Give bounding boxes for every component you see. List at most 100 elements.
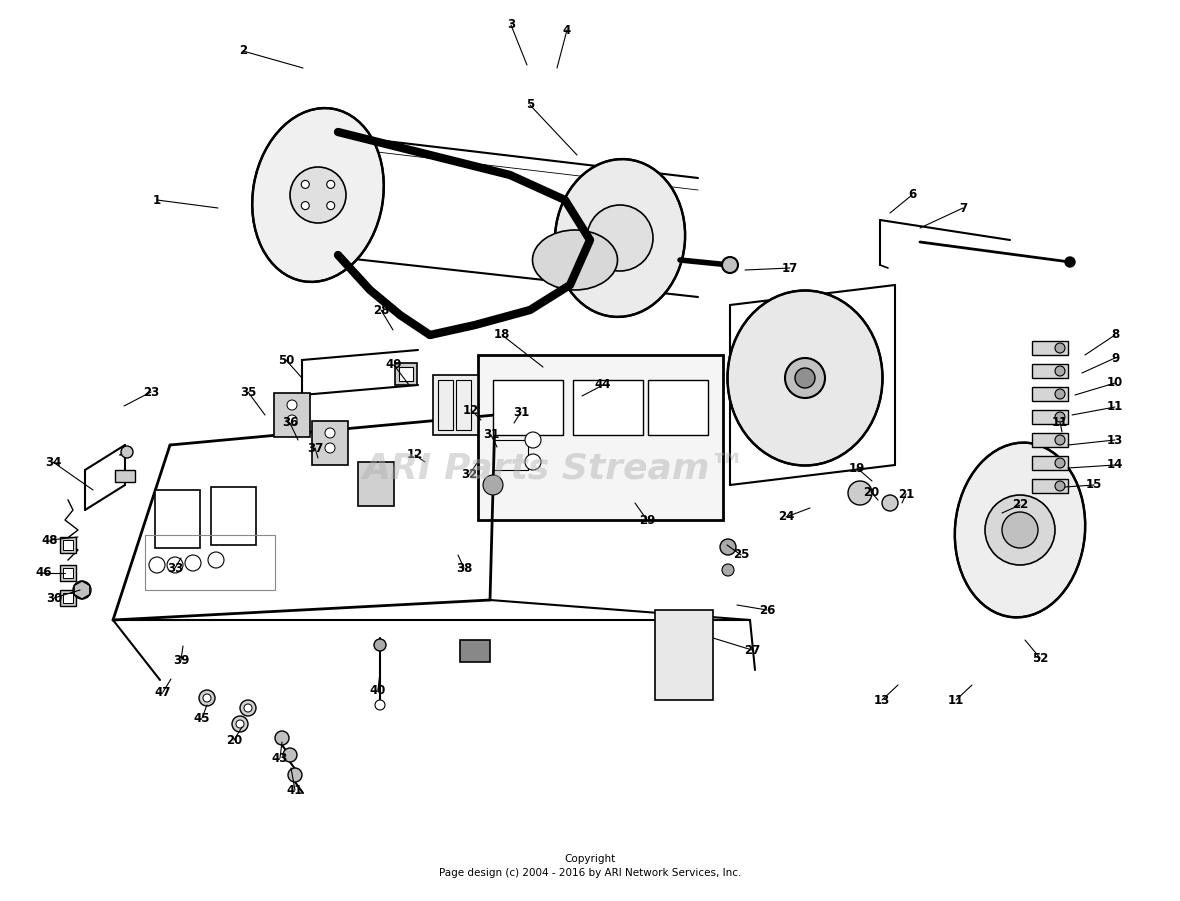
Circle shape (1055, 481, 1066, 491)
Text: 10: 10 (1107, 377, 1123, 389)
Circle shape (483, 475, 503, 495)
Text: 34: 34 (45, 456, 61, 469)
Text: 9: 9 (1110, 351, 1119, 365)
Ellipse shape (955, 442, 1086, 617)
Circle shape (301, 202, 309, 210)
Bar (395, 363, 417, 385)
Text: 50: 50 (277, 353, 294, 367)
Bar (60, 590, 76, 606)
Text: 20: 20 (225, 733, 242, 747)
Bar (1032, 479, 1068, 493)
Circle shape (203, 694, 211, 702)
Circle shape (244, 704, 253, 712)
Circle shape (525, 432, 540, 448)
Circle shape (795, 368, 815, 388)
Circle shape (1055, 389, 1066, 399)
Circle shape (1055, 412, 1066, 422)
Text: 43: 43 (271, 751, 288, 765)
Text: 21: 21 (898, 487, 914, 500)
Text: 14: 14 (1107, 459, 1123, 471)
Bar (211, 487, 256, 545)
Text: 15: 15 (1086, 478, 1102, 492)
Text: 49: 49 (386, 359, 402, 371)
Ellipse shape (728, 290, 883, 466)
Text: 40: 40 (369, 684, 386, 696)
Circle shape (283, 748, 297, 762)
Bar (145, 535, 275, 590)
Text: 12: 12 (407, 449, 424, 461)
Circle shape (785, 358, 825, 398)
Text: 48: 48 (41, 533, 58, 547)
Bar (1032, 433, 1068, 447)
Circle shape (375, 700, 385, 710)
Text: 46: 46 (35, 567, 52, 579)
Text: 22: 22 (1012, 498, 1028, 512)
Circle shape (586, 205, 653, 271)
Text: 23: 23 (143, 386, 159, 398)
Text: 33: 33 (166, 561, 183, 575)
Bar (493, 380, 563, 435)
Text: 24: 24 (778, 511, 794, 523)
Bar (274, 393, 310, 437)
Circle shape (287, 415, 297, 425)
Bar (493, 440, 527, 470)
Circle shape (881, 495, 898, 511)
Bar (63, 568, 73, 578)
Bar (433, 375, 478, 435)
Circle shape (525, 454, 540, 470)
Circle shape (722, 564, 734, 576)
Bar (60, 537, 76, 553)
Circle shape (324, 428, 335, 438)
Text: 38: 38 (455, 561, 472, 575)
Text: 20: 20 (863, 486, 879, 498)
Text: 18: 18 (493, 329, 510, 341)
Bar (655, 610, 713, 700)
Text: 26: 26 (759, 604, 775, 616)
Text: 13: 13 (874, 694, 890, 706)
Bar (573, 380, 643, 435)
Circle shape (287, 400, 297, 410)
Text: 28: 28 (373, 304, 389, 316)
Text: 32: 32 (461, 469, 477, 481)
Text: 5: 5 (526, 98, 535, 112)
Circle shape (275, 731, 289, 745)
Circle shape (848, 481, 872, 505)
Text: 7: 7 (959, 202, 968, 214)
Circle shape (73, 581, 91, 599)
Circle shape (985, 495, 1055, 565)
Bar (460, 640, 490, 662)
Text: 52: 52 (1031, 651, 1048, 665)
Circle shape (290, 167, 346, 223)
Text: 30: 30 (46, 591, 63, 605)
Text: 41: 41 (287, 784, 303, 796)
Text: ARI Parts Stream™: ARI Parts Stream™ (362, 451, 747, 486)
Circle shape (1055, 366, 1066, 376)
Bar (1032, 410, 1068, 424)
Bar (455, 380, 471, 430)
Circle shape (288, 768, 302, 782)
Circle shape (1002, 512, 1038, 548)
Circle shape (327, 202, 335, 210)
Bar (1032, 456, 1068, 470)
Text: 31: 31 (513, 405, 529, 418)
Bar (63, 593, 73, 603)
Bar (312, 421, 348, 465)
Text: 19: 19 (848, 461, 865, 475)
Text: Copyright: Copyright (564, 854, 616, 864)
Bar (1032, 341, 1068, 355)
Ellipse shape (253, 108, 384, 282)
Bar (63, 540, 73, 550)
Text: 44: 44 (595, 378, 611, 392)
Text: 45: 45 (194, 712, 210, 724)
Text: 11: 11 (948, 694, 964, 706)
Text: 3: 3 (507, 19, 514, 32)
Polygon shape (74, 581, 90, 599)
Text: 36: 36 (282, 416, 299, 430)
Circle shape (1055, 458, 1066, 468)
Text: 27: 27 (743, 643, 760, 657)
Text: 29: 29 (638, 514, 655, 526)
Circle shape (199, 690, 215, 706)
Circle shape (1055, 435, 1066, 445)
Circle shape (720, 539, 736, 555)
Bar (358, 462, 394, 506)
